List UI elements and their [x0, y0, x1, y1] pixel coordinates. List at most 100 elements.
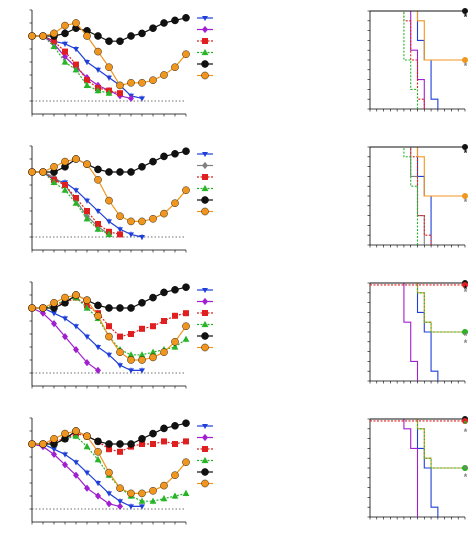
- data-point: [72, 66, 80, 73]
- legend-marker: [202, 424, 208, 429]
- data-point: [116, 212, 124, 220]
- data-point: [61, 157, 69, 166]
- legend-marker: [202, 161, 208, 170]
- data-point: [105, 196, 113, 205]
- data-point: [83, 81, 91, 88]
- data-point: [160, 71, 168, 79]
- data-point: [72, 19, 80, 27]
- data-point: [105, 168, 113, 176]
- significance-star: *: [464, 61, 468, 71]
- legend-marker: [202, 310, 208, 316]
- data-point: [83, 304, 91, 311]
- data-point: [150, 323, 156, 330]
- data-point: [50, 162, 58, 171]
- legend: [197, 288, 213, 352]
- data-point: [183, 310, 189, 317]
- survival-curve: [370, 146, 432, 245]
- data-point: [105, 468, 113, 477]
- data-point: [62, 316, 68, 322]
- data-point: [84, 470, 90, 476]
- data-point: [127, 440, 135, 448]
- data-point: [61, 186, 69, 193]
- end-marker: [462, 465, 468, 471]
- data-point: [106, 352, 112, 358]
- data-point: [95, 345, 101, 350]
- data-point: [160, 481, 168, 490]
- legend-marker: [202, 288, 208, 293]
- data-point: [127, 168, 135, 176]
- end-marker: [462, 329, 468, 335]
- data-point: [127, 79, 135, 87]
- legend-marker: [201, 456, 209, 464]
- data-point: [139, 235, 145, 240]
- data-point: [95, 492, 101, 500]
- data-point: [62, 41, 68, 47]
- significance-star: *: [464, 419, 468, 429]
- data-point: [84, 334, 90, 340]
- data-point: [128, 94, 134, 102]
- data-point: [50, 434, 58, 443]
- data-point: [84, 60, 90, 65]
- legend-marker: [201, 343, 209, 352]
- data-point: [95, 209, 101, 214]
- data-point: [40, 309, 46, 317]
- data-point: [73, 47, 79, 52]
- survival-curve: [370, 282, 419, 381]
- data-point: [116, 348, 124, 357]
- data-point: [149, 293, 157, 302]
- data-point: [182, 13, 190, 22]
- data-point: [116, 37, 124, 46]
- data-point: [105, 332, 113, 341]
- data-point: [39, 168, 47, 176]
- data-point: [161, 318, 167, 324]
- legend-marker: [201, 320, 209, 328]
- data-point: [139, 96, 145, 102]
- panel-F: ****: [367, 280, 468, 384]
- data-point: [73, 195, 79, 201]
- legend-marker: [202, 25, 208, 34]
- data-point: [171, 337, 179, 346]
- data-point: [117, 333, 123, 340]
- data-point: [139, 441, 145, 447]
- legend-marker: [201, 60, 209, 68]
- series-line: [32, 35, 143, 99]
- data-point: [138, 298, 146, 307]
- legend-marker: [201, 184, 209, 192]
- data-point: [127, 351, 135, 358]
- series-line: [32, 35, 110, 94]
- data-point: [182, 419, 190, 428]
- data-point: [51, 447, 57, 453]
- data-point: [116, 484, 124, 493]
- data-point: [73, 324, 79, 330]
- data-point: [149, 214, 157, 223]
- data-point: [149, 497, 157, 504]
- data-point: [127, 356, 135, 364]
- data-point: [94, 175, 102, 184]
- data-point: [139, 368, 145, 374]
- data-point: [128, 504, 134, 510]
- data-point: [138, 79, 146, 87]
- data-point: [72, 427, 80, 435]
- data-point: [106, 500, 112, 508]
- data-point: [138, 29, 146, 38]
- data-point: [73, 188, 79, 194]
- data-point: [149, 157, 157, 166]
- significance-star: *: [464, 338, 468, 348]
- data-point: [106, 219, 112, 225]
- survival-curve: [370, 418, 419, 517]
- data-point: [106, 491, 112, 497]
- legend-marker: [202, 446, 208, 452]
- data-point: [51, 38, 57, 45]
- data-point: [182, 322, 190, 331]
- survival-curve: [370, 10, 425, 109]
- legend: [197, 16, 213, 80]
- data-point: [73, 346, 79, 354]
- data-point: [62, 53, 68, 61]
- data-point: [61, 293, 69, 302]
- data-point: [94, 165, 102, 174]
- data-point: [127, 489, 135, 498]
- data-point: [28, 32, 36, 40]
- data-point: [160, 288, 168, 297]
- data-point: [50, 42, 58, 49]
- data-point: [138, 434, 146, 443]
